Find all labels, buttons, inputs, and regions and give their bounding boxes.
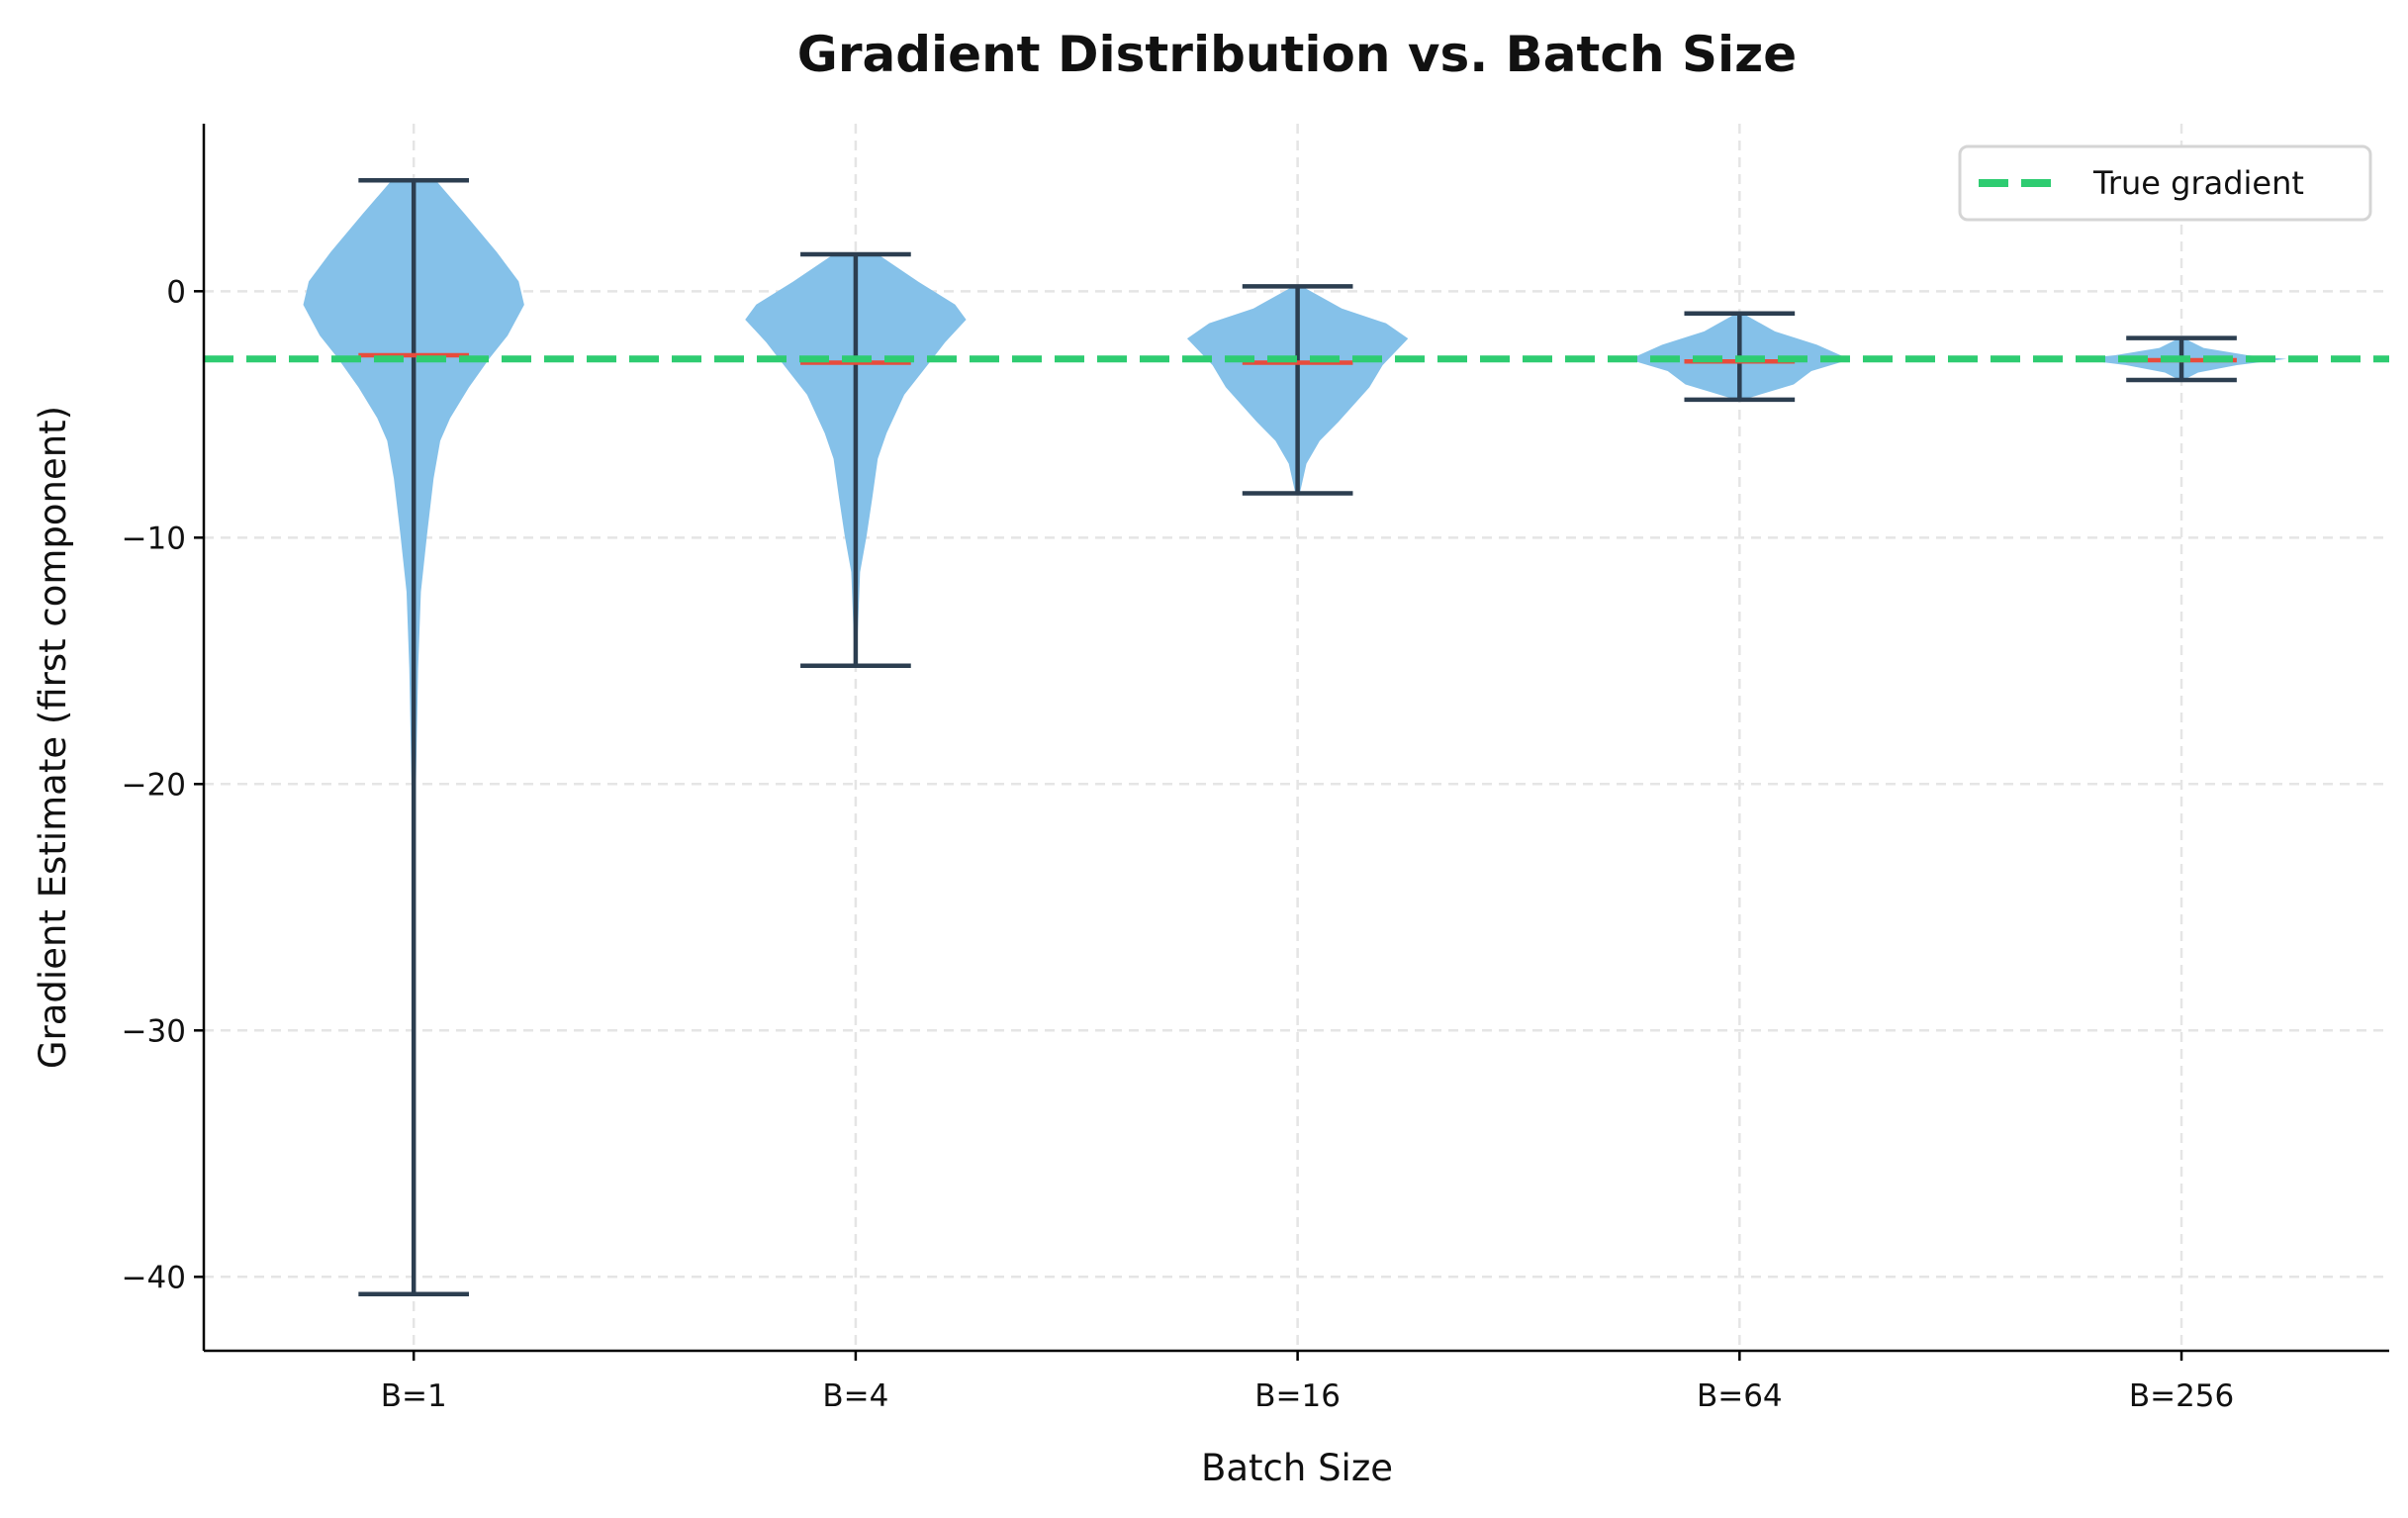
chart-title: Gradient Distribution vs. Batch Size xyxy=(797,26,1797,83)
violins xyxy=(303,178,2287,1296)
axes: 0 −10 −20 −30 −40 B=1 B=4 B=16 B=64 B=256 xyxy=(122,124,2389,1414)
x-tick-label: B=64 xyxy=(1697,1378,1783,1414)
x-tick-label: B=256 xyxy=(2129,1378,2234,1414)
legend: True gradient xyxy=(1958,144,2372,222)
x-tick-label: B=1 xyxy=(381,1378,447,1414)
y-tick-label: −20 xyxy=(122,767,186,803)
y-tick-label: −30 xyxy=(122,1013,186,1049)
legend-box xyxy=(1958,144,2372,222)
x-tick-label: B=16 xyxy=(1254,1378,1341,1414)
y-axis-label: Gradient Estimate (first component) xyxy=(32,406,74,1069)
y-tick-label: −40 xyxy=(122,1260,186,1295)
x-tick-label: B=4 xyxy=(822,1378,888,1414)
y-tick-label: 0 xyxy=(166,274,186,310)
x-axis-label: Batch Size xyxy=(1201,1447,1393,1489)
legend-label-true-gradient: True gradient xyxy=(2092,164,2304,202)
y-tick-label: −10 xyxy=(122,521,186,556)
